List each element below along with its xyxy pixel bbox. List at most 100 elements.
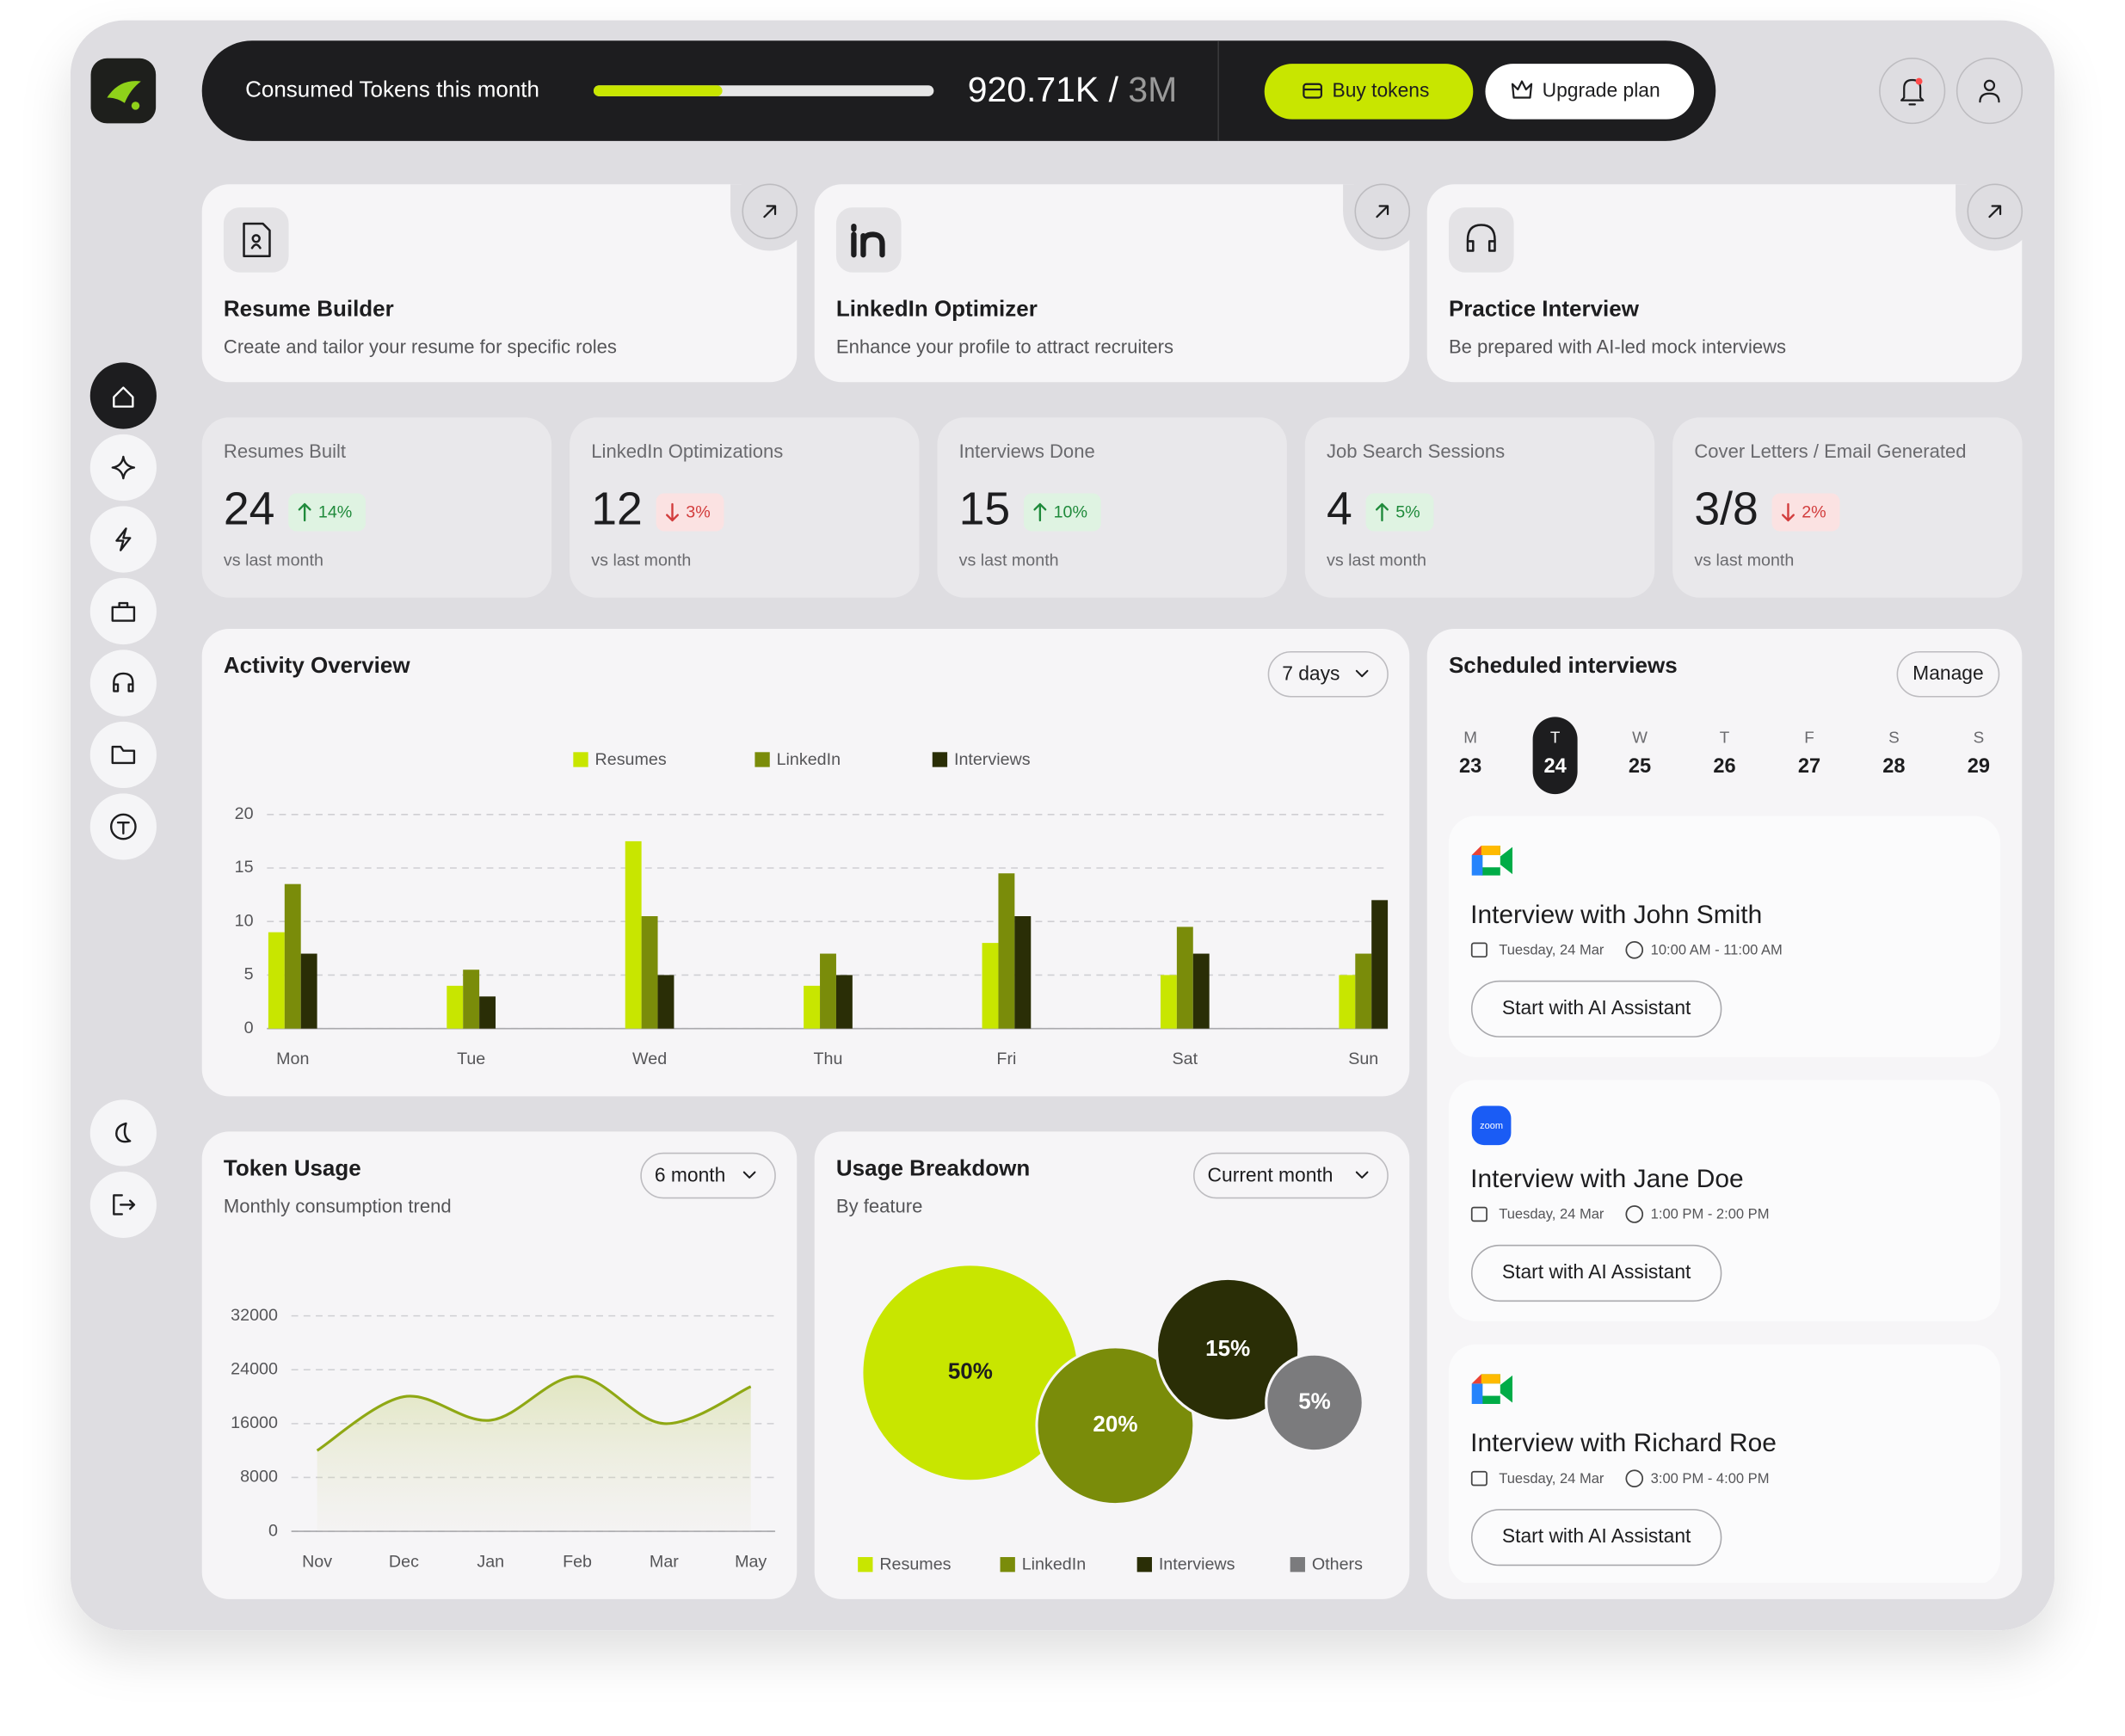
legend-label: Interviews bbox=[1159, 1555, 1235, 1574]
calendar-day[interactable]: T 26 bbox=[1713, 729, 1735, 778]
area bbox=[317, 1376, 751, 1532]
meet-icon-yellow bbox=[1481, 846, 1500, 856]
open-button[interactable] bbox=[742, 183, 798, 240]
card-description: Be prepared with AI-led mock interviews bbox=[1449, 336, 1786, 358]
dropdown[interactable]: Current month bbox=[1193, 1152, 1389, 1199]
sidebar-icon bbox=[115, 527, 132, 551]
button-bg bbox=[1470, 980, 1722, 1037]
sidebar-tokens[interactable] bbox=[89, 793, 157, 860]
icon-box bbox=[835, 207, 902, 273]
dropdown[interactable]: 7 days bbox=[1267, 650, 1389, 698]
start-ai-button[interactable]: Start with AI Assistant bbox=[1470, 980, 1722, 1037]
card-bg bbox=[1426, 184, 2023, 383]
chart-subtitle: Monthly consumption trend bbox=[224, 1195, 452, 1216]
legend-label: LinkedIn bbox=[1022, 1555, 1086, 1574]
trend-arrow bbox=[298, 502, 311, 522]
calendar-day[interactable]: W 25 bbox=[1629, 729, 1651, 778]
calendar-day[interactable]: M 23 bbox=[1459, 729, 1481, 778]
button-bg bbox=[1470, 1244, 1722, 1302]
interview-title: Interview with Richard Roe bbox=[1470, 1429, 1777, 1457]
buy-tokens-button[interactable]: Buy tokens bbox=[1264, 64, 1474, 120]
y-tick-label: 16000 bbox=[231, 1413, 278, 1432]
notifications-button[interactable] bbox=[1879, 57, 1946, 125]
notch-fill bbox=[1343, 184, 1410, 212]
dropdown-bg bbox=[1267, 650, 1389, 698]
day-number: 29 bbox=[1968, 755, 1990, 778]
button-label: Upgrade plan bbox=[1543, 78, 1660, 101]
logo-mark bbox=[107, 81, 141, 103]
feature-card[interactable]: Resume Builder Create and tailor your res… bbox=[201, 172, 810, 383]
y-tick-label: 0 bbox=[268, 1521, 278, 1540]
calendar-day[interactable]: T 24 bbox=[1532, 717, 1578, 795]
feature-icon bbox=[851, 223, 885, 258]
sidebar-button-bg bbox=[89, 649, 157, 717]
stat-note: vs last month bbox=[591, 551, 691, 569]
interview-title: Interview with John Smith bbox=[1470, 901, 1762, 929]
stat-note: vs last month bbox=[224, 551, 323, 569]
calendar-icon bbox=[1470, 1470, 1488, 1487]
legend-swatch bbox=[932, 752, 948, 767]
feature-card[interactable]: Practice Interview Be prepared with AI-le… bbox=[1426, 172, 2035, 383]
open-button[interactable] bbox=[1967, 183, 2023, 240]
sidebar-ai[interactable] bbox=[89, 434, 157, 502]
button-label: Buy tokens bbox=[1332, 78, 1429, 101]
calendar-day[interactable]: S 29 bbox=[1968, 729, 1990, 778]
trend-arrow bbox=[1781, 502, 1795, 522]
card-title: Resume Builder bbox=[224, 296, 394, 322]
interview-time: 3:00 PM - 4:00 PM bbox=[1651, 1470, 1770, 1487]
start-ai-button[interactable]: Start with AI Assistant bbox=[1470, 1244, 1722, 1302]
meet-icon-red bbox=[1471, 1374, 1483, 1384]
x-tick-label: Fri bbox=[996, 1050, 1016, 1068]
x-tick-label: Tue bbox=[457, 1050, 485, 1068]
feature-icon bbox=[243, 222, 271, 258]
bar bbox=[1355, 953, 1372, 1029]
weekday: S bbox=[1974, 729, 1985, 748]
token-used: 920.71K / bbox=[968, 70, 1119, 109]
logo bbox=[90, 58, 157, 124]
start-ai-button[interactable]: Start with AI Assistant bbox=[1470, 1509, 1722, 1567]
sidebar-logout[interactable] bbox=[89, 1171, 157, 1239]
upgrade-plan-button[interactable]: Upgrade plan bbox=[1485, 64, 1695, 120]
day-number: 24 bbox=[1543, 755, 1566, 778]
y-tick-label: 20 bbox=[235, 804, 254, 823]
calendar-day[interactable]: F 27 bbox=[1798, 729, 1820, 778]
bubble-label: 50% bbox=[948, 1358, 993, 1384]
stat-change: 3% bbox=[686, 502, 710, 521]
icon-button bbox=[1879, 57, 1946, 125]
token-usage-card: Token Usage Monthly consumption trend 6 mo… bbox=[201, 1131, 798, 1599]
token-header: Consumed Tokens this month 920.71K / 3M Bu… bbox=[201, 40, 1716, 141]
weekday: T bbox=[1550, 729, 1561, 748]
profile-button[interactable] bbox=[1956, 57, 2023, 125]
bubble bbox=[1265, 1352, 1364, 1453]
sidebar-interviews[interactable] bbox=[89, 649, 157, 717]
sidebar-icon bbox=[111, 745, 136, 765]
y-tick-label: 0 bbox=[244, 1019, 254, 1037]
calendar-day[interactable]: S 28 bbox=[1882, 729, 1905, 778]
day-number: 27 bbox=[1798, 755, 1820, 778]
card-bg bbox=[1448, 816, 2001, 1057]
arrow-icon bbox=[1988, 205, 2002, 219]
stat-value: 15 bbox=[959, 484, 1011, 535]
dropdown[interactable]: 6 month bbox=[640, 1152, 776, 1199]
weekday: S bbox=[1888, 729, 1900, 748]
sidebar-quick-actions[interactable] bbox=[89, 506, 157, 573]
sidebar-documents[interactable] bbox=[89, 721, 157, 789]
stat-label: LinkedIn Optimizations bbox=[591, 440, 783, 462]
bubble bbox=[1155, 1277, 1301, 1423]
sidebar-icon bbox=[116, 822, 130, 835]
open-button[interactable] bbox=[1354, 183, 1411, 240]
sidebar-jobs[interactable] bbox=[89, 577, 157, 645]
card-bg bbox=[937, 417, 1287, 598]
feature-card[interactable]: LinkedIn Optimizer Enhance your profile t… bbox=[814, 172, 1422, 383]
card-description: Enhance your profile to attract recruite… bbox=[836, 336, 1173, 358]
bubble bbox=[1035, 1345, 1196, 1506]
stat-value: 3/8 bbox=[1694, 484, 1758, 535]
change-badge bbox=[1365, 493, 1434, 532]
interview-time: 10:00 AM - 11:00 AM bbox=[1651, 941, 1783, 957]
change-badge bbox=[1023, 493, 1101, 532]
manage-button[interactable]: Manage bbox=[1896, 650, 2000, 698]
bar bbox=[1339, 975, 1356, 1029]
sidebar-theme-toggle[interactable] bbox=[89, 1099, 157, 1167]
sidebar-home[interactable] bbox=[89, 362, 157, 429]
sidebar-button-bg bbox=[89, 577, 157, 645]
